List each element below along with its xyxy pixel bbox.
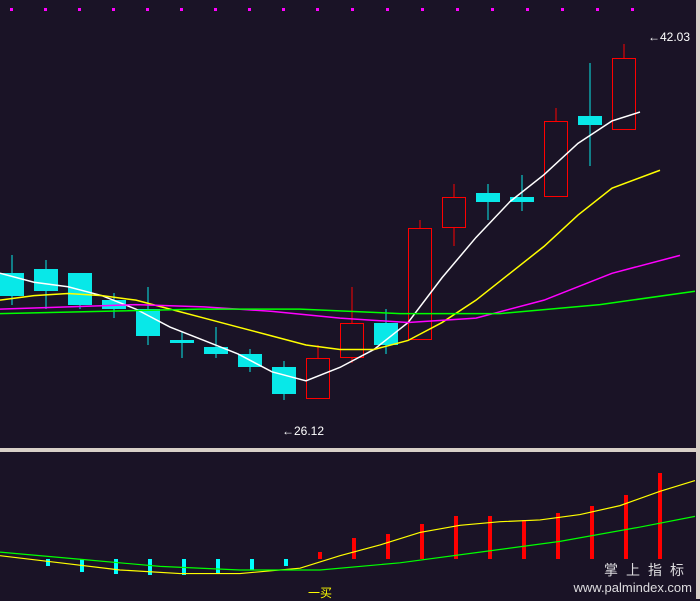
watermark: 掌上指标 www.palmindex.com	[574, 560, 693, 595]
high-label: ←42.03	[648, 30, 690, 44]
ma-line-3	[0, 0, 700, 448]
main-price-chart: ←42.03 ←26.12	[0, 0, 700, 448]
right-border	[696, 0, 700, 599]
watermark-cn: 掌上指标	[574, 560, 693, 580]
watermark-url: www.palmindex.com	[574, 580, 693, 595]
low-label: ←26.12	[282, 424, 324, 438]
buy-marker: 一买	[308, 584, 332, 601]
